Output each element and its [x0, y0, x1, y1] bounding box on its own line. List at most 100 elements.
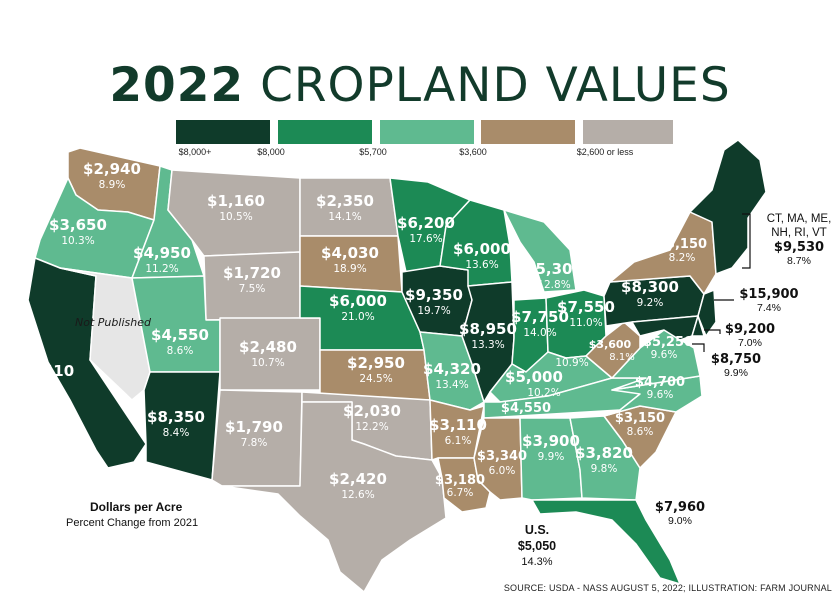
state-AZ — [143, 371, 221, 481]
us-value: $5,050 — [517, 539, 557, 553]
leader-de — [704, 329, 721, 334]
label-ID-pct: 11.2% — [145, 263, 178, 275]
label-AR-value: $3,110 — [429, 416, 487, 434]
label-NV-value: Not Published — [75, 316, 152, 329]
state-NC — [603, 375, 703, 417]
label-TX-value: $2,420 — [329, 470, 387, 488]
state-NE-group — [689, 139, 767, 275]
label-AZ-value: $8,350 — [147, 408, 205, 426]
label-VA-value: $5,250 — [643, 335, 693, 350]
label-TN-value: $4,550 — [501, 401, 551, 416]
label-IL-pct: 13.3% — [471, 339, 504, 351]
legend-swatch-5 — [583, 120, 673, 144]
legend-swatch-3 — [380, 120, 474, 144]
label-NY-value: $3,150 — [657, 237, 707, 252]
legend-swatch-4 — [481, 120, 575, 144]
label-AL-pct: 9.9% — [538, 451, 565, 463]
label-MS-pct: 6.0% — [489, 465, 516, 477]
label-SC-value: $3,150 — [615, 411, 665, 426]
label-SD-pct: 18.9% — [333, 263, 366, 275]
label-NY-pct: 8.2% — [669, 252, 696, 264]
label-ID-value: $4,950 — [133, 244, 191, 262]
legend: $8,000+ $8,000 $5,700 $3,600 $2,600 or l… — [0, 0, 840, 160]
leader-md — [692, 343, 705, 352]
label-MS-value: $3,340 — [477, 449, 527, 464]
new-england-states: CT, MA, ME, NH, RI, VT — [766, 213, 832, 239]
label-MO-value: $4,320 — [423, 360, 481, 378]
label-MT-pct: 10.5% — [219, 211, 252, 223]
label-WA-value: $2,940 — [83, 160, 141, 178]
label-NE-value: $6,000 — [329, 292, 387, 310]
label-MN-value: $6,200 — [397, 214, 455, 232]
callout-DE-pct: 7.0% — [738, 337, 762, 349]
state-IL — [461, 281, 515, 403]
label-WV-pct: 8.1% — [609, 352, 634, 363]
state-TX — [221, 401, 447, 593]
new-england-value: $9,530 — [773, 240, 825, 255]
label-NE-pct: 21.0% — [341, 311, 374, 323]
label-GA-value: $3,820 — [575, 444, 633, 462]
label-WV-value: $3,600 — [589, 338, 632, 351]
label-SD-value: $4,030 — [321, 244, 379, 262]
label-KS-pct: 24.5% — [359, 373, 392, 385]
label-KS-value: $2,950 — [347, 354, 405, 372]
label-AR-pct: 6.1% — [445, 435, 472, 447]
us-pct: 14.3% — [521, 556, 553, 568]
label-MI-value: $5,300 — [525, 260, 583, 278]
callout-DE-value: $9,200 — [724, 322, 776, 337]
label-PA-pct: 9.2% — [637, 297, 664, 309]
label-UT-pct: 8.6% — [167, 345, 194, 357]
label-IN-value: $7,750 — [511, 308, 569, 326]
label-GA-pct: 9.8% — [591, 463, 618, 475]
legend-label-2: $8,000 — [257, 147, 285, 157]
label-AL-value: $3,900 — [522, 432, 580, 450]
label-OH-value: $7,550 — [557, 298, 615, 316]
us-average: U.S. $5,050 14.3% — [510, 522, 564, 570]
label-WY-value: $1,720 — [223, 264, 281, 282]
label-WA-pct: 8.9% — [99, 179, 126, 191]
label-NM-value: $1,790 — [225, 418, 283, 436]
label-MN-pct: 17.6% — [409, 233, 442, 245]
label-CA-value: $15,410 — [6, 362, 74, 380]
state-DE — [691, 315, 705, 337]
label-MI-pct: 12.8% — [537, 279, 570, 291]
callout-MD: $8,750 9.9% — [706, 352, 766, 379]
state-NJ — [697, 289, 717, 337]
callout-new-england: CT, MA, ME, NH, RI, VT $9,530 8.7% — [758, 212, 840, 267]
label-KY-value: $5,000 — [505, 368, 563, 386]
label-WY-pct: 7.5% — [239, 283, 266, 295]
label-MT-value: $1,160 — [207, 192, 265, 210]
legend-label-1: $8,000+ — [178, 147, 212, 157]
state-FL — [531, 499, 681, 585]
label-IL-value: $8,950 — [459, 320, 517, 338]
label-OK-value: $2,030 — [343, 402, 401, 420]
map-title: 2022 CROPLAND VALUES — [0, 58, 840, 114]
label-ND-value: $2,350 — [316, 192, 374, 210]
state-VA — [611, 329, 701, 391]
label-SC-pct: 8.6% — [627, 426, 654, 438]
callout-FL-pct: 9.0% — [668, 515, 692, 527]
label-AZ-pct: 8.4% — [163, 427, 190, 439]
label-LA-value: $3,180 — [435, 473, 485, 488]
label-VA-pct: 9.6% — [651, 349, 678, 361]
callout-DE: $9,200 7.0% — [720, 322, 780, 349]
note-title: Dollars per Acre — [90, 500, 183, 514]
label-WI-value: $6,000 — [453, 240, 511, 258]
state-MI — [503, 209, 577, 293]
bracket-new-england — [742, 213, 751, 269]
label-IA-value: $9,350 — [405, 286, 463, 304]
label-TN-extra-pct: 10.9% — [555, 357, 588, 369]
legend-swatch-2 — [278, 120, 372, 144]
label-TX-pct: 12.6% — [341, 489, 374, 501]
callout-MD-pct: 9.9% — [724, 367, 748, 379]
label-CO-pct: 10.7% — [251, 357, 284, 369]
label-LA-pct: 6.7% — [447, 487, 474, 499]
callout-FL: $7,960 9.0% — [648, 500, 712, 527]
callout-FL-value: $7,960 — [654, 500, 706, 515]
label-UT-value: $4,550 — [151, 326, 209, 344]
label-KY-pct: 10.2% — [527, 387, 560, 399]
label-PA-value: $8,300 — [621, 278, 679, 296]
callout-MD-value: $8,750 — [710, 352, 762, 367]
label-CO-value: $2,480 — [239, 338, 297, 356]
